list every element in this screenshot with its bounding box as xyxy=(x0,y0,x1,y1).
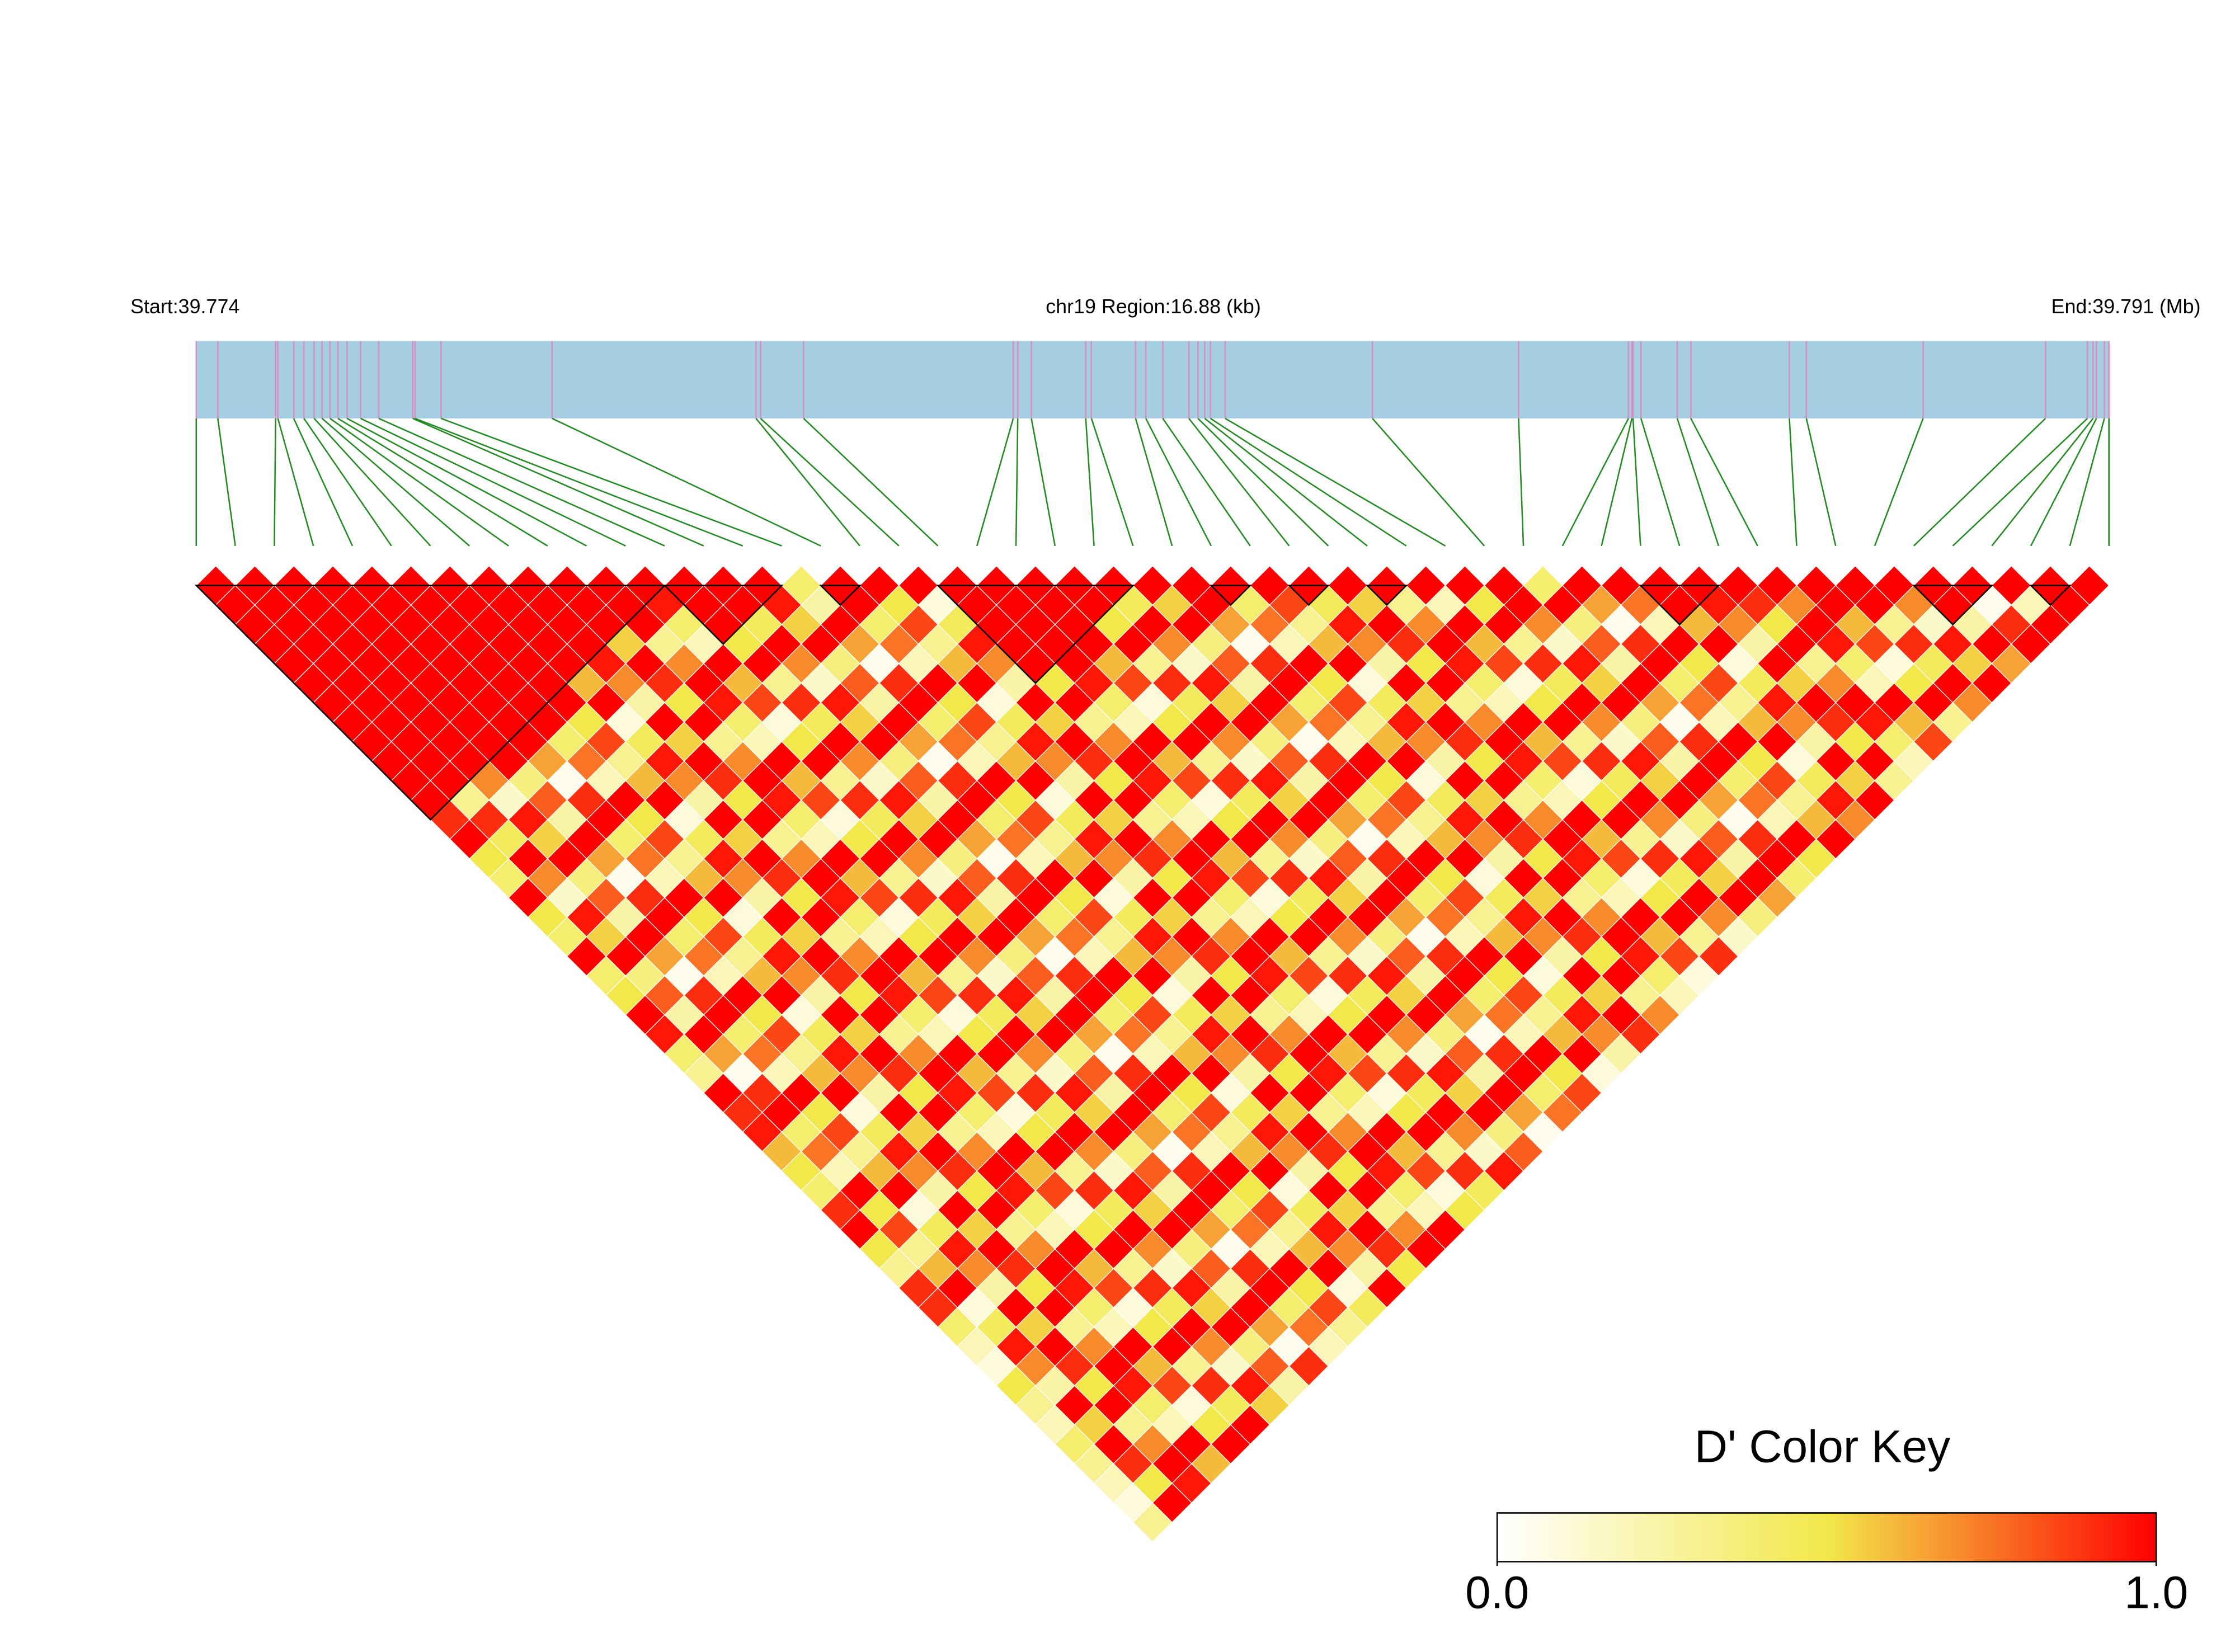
snp-connector xyxy=(1135,418,1173,547)
snp-connector xyxy=(1805,418,1837,547)
snp-connector xyxy=(2069,418,2105,547)
snp-connector xyxy=(1789,418,1798,546)
snp-connector xyxy=(803,417,939,547)
ld-block xyxy=(1365,585,1408,606)
snp-connector xyxy=(760,417,900,547)
snp-connector xyxy=(293,418,354,547)
ld-block xyxy=(1287,585,1330,606)
snp-connector xyxy=(1952,417,2088,547)
ld-block xyxy=(663,585,784,646)
snp-connector xyxy=(1372,418,1485,547)
key-tick-label: 0.0 xyxy=(1465,1568,1529,1618)
ld-block xyxy=(1912,585,1994,626)
key-title: D' Color Key xyxy=(1695,1421,1950,1472)
snp-connector xyxy=(415,417,744,547)
snp-connector xyxy=(1632,418,1641,546)
snp-connector xyxy=(1874,418,1924,547)
ld-block xyxy=(194,585,667,821)
snp-connector xyxy=(1197,418,1329,547)
snp-connector xyxy=(303,418,392,547)
snp-connector xyxy=(1015,418,1019,546)
snp-connector xyxy=(1991,418,2094,547)
region-label: chr19 Region:16.88 (kb) xyxy=(1046,295,1261,318)
snp-connector xyxy=(274,418,276,546)
snp-connector xyxy=(1640,418,1681,547)
end-label: End:39.791 (Mb) xyxy=(2052,295,2201,318)
color-key xyxy=(1496,1512,2157,1562)
snp-connector xyxy=(313,418,431,547)
snp-connector xyxy=(277,418,314,547)
snp-connector xyxy=(1210,417,1407,547)
snp-connector xyxy=(976,418,1014,547)
snp-connector xyxy=(1690,418,1758,547)
snp-connector xyxy=(321,417,470,547)
snp-connector xyxy=(2030,418,2097,547)
snp-connector xyxy=(1913,418,2046,547)
snp-connector xyxy=(1188,418,1290,547)
snp-connector xyxy=(412,417,704,547)
ld-cells xyxy=(195,565,2110,1542)
snp-connector xyxy=(337,417,548,547)
ld-block xyxy=(819,585,862,606)
snp-connector xyxy=(217,418,236,547)
snp-connector xyxy=(1225,417,1446,547)
snp-connector xyxy=(378,417,665,547)
snp-connector xyxy=(346,417,587,547)
ld-block xyxy=(2029,585,2072,606)
ld-block xyxy=(1639,585,1721,626)
snp-connector xyxy=(330,417,509,547)
snp-connector xyxy=(1085,418,1095,546)
snp-connector xyxy=(1518,418,1524,546)
snp-connector xyxy=(360,417,626,547)
snp-connector xyxy=(1601,418,1633,547)
region-bar xyxy=(196,341,2109,418)
snp-connector xyxy=(1145,418,1212,547)
key-tick-label: 1.0 xyxy=(2124,1568,2188,1618)
snp-connector xyxy=(755,418,860,547)
snp-connector xyxy=(1031,418,1056,547)
snp-connector xyxy=(440,417,782,547)
ld-block xyxy=(936,585,1135,684)
ld-cell xyxy=(2069,565,2110,606)
snp-connector xyxy=(1204,417,1368,547)
snp-connector xyxy=(552,417,821,547)
snp-connector xyxy=(1676,418,1720,547)
snp-connector xyxy=(1090,418,1134,547)
snp-connector xyxy=(1162,418,1251,547)
start-label: Start:39.774 xyxy=(130,295,239,318)
ld-block xyxy=(1209,585,1252,606)
snp-connector xyxy=(1561,418,1630,547)
